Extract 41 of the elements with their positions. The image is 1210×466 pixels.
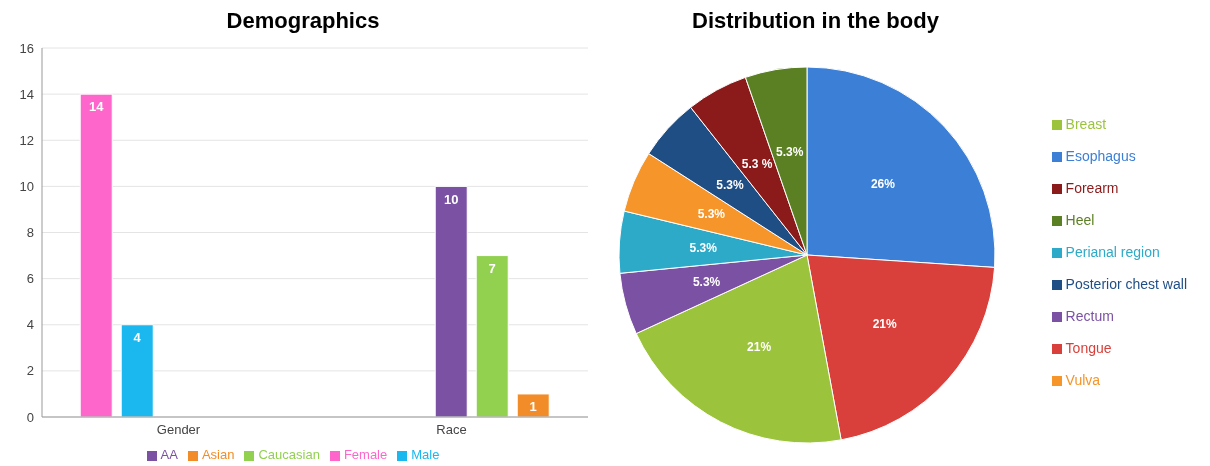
data-label: 26% xyxy=(870,176,896,191)
data-label: 1 xyxy=(529,399,537,415)
legend-label: Heel xyxy=(1065,212,1095,228)
data-label: 5.3% xyxy=(697,207,726,222)
data-label: 7 xyxy=(488,260,496,276)
data-label: 5.3 % xyxy=(741,156,773,171)
y-tick-label: 6 xyxy=(26,271,34,287)
legend-label: AA xyxy=(160,447,178,462)
legend-label: Posterior chest wall xyxy=(1065,276,1187,292)
data-label: 5.3% xyxy=(716,178,744,193)
data-label: 4 xyxy=(133,329,142,345)
data-label: 5.3% xyxy=(776,145,804,160)
y-tick-label: 12 xyxy=(19,132,34,148)
legend-label: Esophagus xyxy=(1065,148,1136,164)
legend-label: Caucasian xyxy=(258,447,320,462)
y-tick-label: 14 xyxy=(19,86,34,102)
data-label: 10 xyxy=(443,191,459,207)
data-label: 21% xyxy=(747,340,772,355)
data-label: 5.3% xyxy=(692,275,721,290)
data-label: 14 xyxy=(88,99,105,115)
y-tick-label: 10 xyxy=(19,178,34,194)
y-tick-label: 16 xyxy=(19,40,34,56)
legend-label: Asian xyxy=(201,447,235,462)
legend-label: Vulva xyxy=(1065,372,1101,388)
chart-title: Distribution in the body xyxy=(691,8,940,35)
chart-title: Demographics xyxy=(225,8,381,35)
legend-label: Perianal region xyxy=(1065,244,1160,260)
legend-label: Female xyxy=(343,447,388,462)
y-tick-label: 2 xyxy=(26,363,34,379)
y-tick-label: 4 xyxy=(26,317,34,333)
legend-label: Tongue xyxy=(1065,340,1112,356)
legend-label: Forearm xyxy=(1065,180,1119,196)
x-tick-label: Race xyxy=(436,422,467,438)
data-label: 5.3% xyxy=(689,240,718,255)
data-label: 21% xyxy=(872,317,898,332)
legend-label: Rectum xyxy=(1065,308,1114,324)
y-tick-label: 8 xyxy=(26,225,34,241)
legend-label: Breast xyxy=(1065,116,1107,132)
legend-label: Male xyxy=(411,447,440,462)
y-tick-label: 0 xyxy=(26,409,34,425)
x-tick-label: Gender xyxy=(156,422,201,438)
